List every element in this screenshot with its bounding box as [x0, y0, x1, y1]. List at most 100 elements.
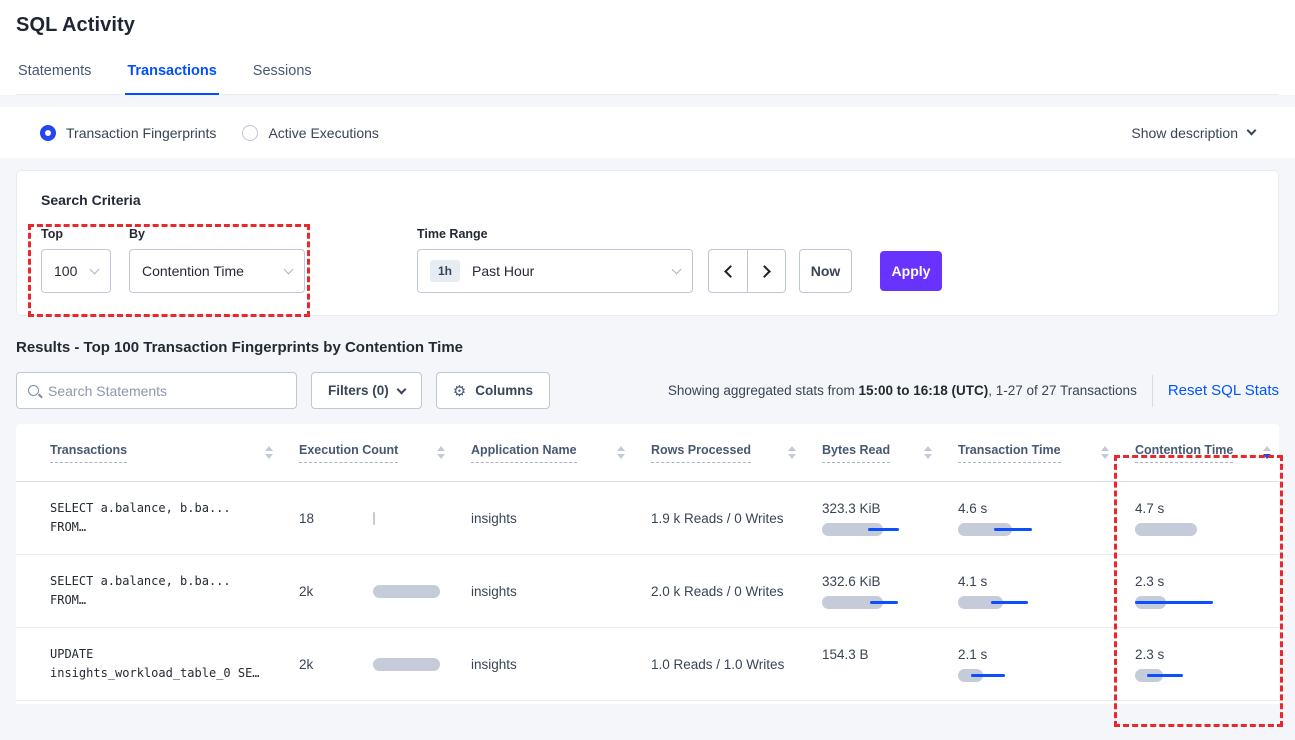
show-description-toggle[interactable]: Show description [1131, 124, 1257, 141]
sort-icon [924, 446, 932, 459]
bar-gray-segment [958, 668, 983, 682]
contention-time-cell-value: 4.7 s [1135, 500, 1165, 516]
sort-icon [1263, 446, 1271, 459]
time-range-value: Past Hour [472, 263, 535, 279]
time-range-select[interactable]: 1h Past Hour [417, 249, 693, 293]
column-header-transactions[interactable]: Transactions [50, 443, 299, 463]
page-header: SQL Activity Statements Transactions Ses… [0, 0, 1295, 95]
rows-processed-cell: 1.9 k Reads / 0 Writes [651, 510, 784, 526]
radio-label: Transaction Fingerprints [66, 124, 217, 141]
metric-bar [822, 669, 902, 682]
execution-count-value: 2k [299, 656, 314, 672]
radio-label: Active Executions [268, 124, 379, 141]
by-select-value: Contention Time [142, 263, 244, 279]
radio-unselected-icon [242, 124, 259, 141]
gear-icon: ⚙ [452, 381, 467, 400]
bar-blue-line [994, 527, 1032, 531]
contention-time-cell: 2.3 s [1135, 574, 1279, 609]
chevron-right-icon [758, 264, 771, 278]
top-label: Top [41, 227, 63, 241]
columns-label: Columns [475, 383, 533, 398]
show-description-label: Show description [1131, 124, 1238, 141]
time-range-label: Time Range [417, 227, 488, 241]
bar-blue-line [870, 600, 898, 604]
metric-bar [822, 522, 902, 536]
execution-count-cell: 18 [299, 511, 471, 526]
execution-count-value: 2k [299, 583, 314, 599]
aggregated-stats-text: Showing aggregated stats from 15:00 to 1… [667, 383, 1137, 398]
statement-line: SELECT a.balance, b.ba... [50, 501, 231, 515]
sort-asc-icon [1263, 446, 1271, 451]
columns-button[interactable]: ⚙ Columns [435, 372, 550, 409]
by-select[interactable]: Contention Time [129, 249, 305, 293]
transactions-table: Transactions Execution Count Application N… [16, 424, 1279, 704]
radio-transaction-fingerprints[interactable]: Transaction Fingerprints [40, 124, 217, 141]
sort-desc-icon [437, 454, 445, 459]
metric-bar [958, 595, 1038, 609]
previous-time-button[interactable] [708, 249, 747, 293]
execution-count-value: 18 [299, 510, 315, 526]
bar-blue-line [868, 527, 899, 531]
bar-blue-line [971, 673, 1005, 677]
statement-line: FROM… [50, 593, 87, 607]
radio-active-executions[interactable]: Active Executions [242, 124, 379, 141]
search-statements-input[interactable] [48, 382, 285, 399]
application-name-cell: insights [471, 656, 517, 672]
metric-bar [1135, 522, 1215, 536]
view-toggle-bar: Transaction Fingerprints Active Executio… [0, 107, 1295, 158]
application-name-cell: insights [471, 510, 517, 526]
tab-statements[interactable]: Statements [18, 63, 92, 79]
apply-button[interactable]: Apply [880, 251, 942, 291]
search-criteria-heading: Search Criteria [41, 192, 141, 208]
chevron-left-icon [723, 264, 737, 278]
column-header-label: Application Name [471, 443, 577, 463]
rows-processed-cell: 2.0 k Reads / 0 Writes [651, 583, 784, 599]
bar-gray-segment [373, 584, 440, 598]
time-range-field-group: Time Range 1h Past Hour [417, 227, 693, 293]
bytes-read-cell-value: 323.3 KiB [822, 500, 881, 516]
metric-bar [822, 595, 902, 609]
column-header-rows-processed[interactable]: Rows Processed [651, 443, 822, 463]
bar-blue-line [1135, 600, 1213, 604]
by-field-group: By Contention Time [129, 227, 305, 293]
column-header-label: Rows Processed [651, 443, 752, 463]
transaction-statement-link[interactable]: SELECT a.balance, b.ba... FROM… [50, 572, 299, 610]
chevron-down-icon [671, 264, 682, 274]
chevron-down-icon [89, 264, 100, 274]
filters-button[interactable]: Filters (0) [311, 372, 422, 409]
statement-line: SELECT a.balance, b.ba... [50, 574, 231, 588]
column-header-label: Execution Count [299, 443, 399, 463]
tab-sessions[interactable]: Sessions [252, 63, 312, 79]
bar-gray-segment [1135, 522, 1197, 536]
bar-blue-line [1147, 673, 1183, 677]
table-row: UPDATE insights_workload_table_0 SE… 2k ins… [16, 628, 1279, 701]
page-title: SQL Activity [16, 14, 136, 36]
transaction-time-cell-value: 4.6 s [958, 500, 988, 516]
column-header-contention-time[interactable]: Contention Time [1135, 443, 1279, 463]
sort-desc-icon [265, 454, 273, 459]
search-statements-box [16, 372, 297, 409]
next-time-button[interactable] [747, 249, 786, 293]
top-select[interactable]: 100 [41, 249, 111, 293]
sort-asc-icon [924, 446, 932, 451]
transaction-statement-link[interactable]: UPDATE insights_workload_table_0 SE… [50, 645, 299, 683]
column-header-application-name[interactable]: Application Name [471, 443, 651, 463]
transaction-statement-link[interactable]: SELECT a.balance, b.ba... FROM… [50, 499, 299, 537]
sort-icon [1101, 446, 1109, 459]
bar-gray-segment [373, 657, 440, 671]
application-name-cell: insights [471, 583, 517, 599]
metric-bar [1135, 595, 1215, 609]
statement-line: insights_workload_table_0 SE… [50, 666, 260, 680]
transaction-time-cell-value: 4.1 s [958, 573, 988, 589]
reset-sql-stats-link[interactable]: Reset SQL Stats [1167, 382, 1279, 399]
column-header-execution-count[interactable]: Execution Count [299, 443, 471, 463]
metric-bar [958, 668, 1038, 682]
column-header-bytes-read[interactable]: Bytes Read [822, 443, 958, 463]
bytes-read-cell-value: 332.6 KiB [822, 573, 881, 589]
tab-transactions[interactable]: Transactions [125, 57, 219, 95]
column-header-transaction-time[interactable]: Transaction Time [958, 443, 1135, 463]
now-button[interactable]: Now [799, 249, 852, 293]
bytes-read-cell-value: 154.3 B [822, 646, 869, 662]
execution-count-bar [373, 657, 443, 671]
